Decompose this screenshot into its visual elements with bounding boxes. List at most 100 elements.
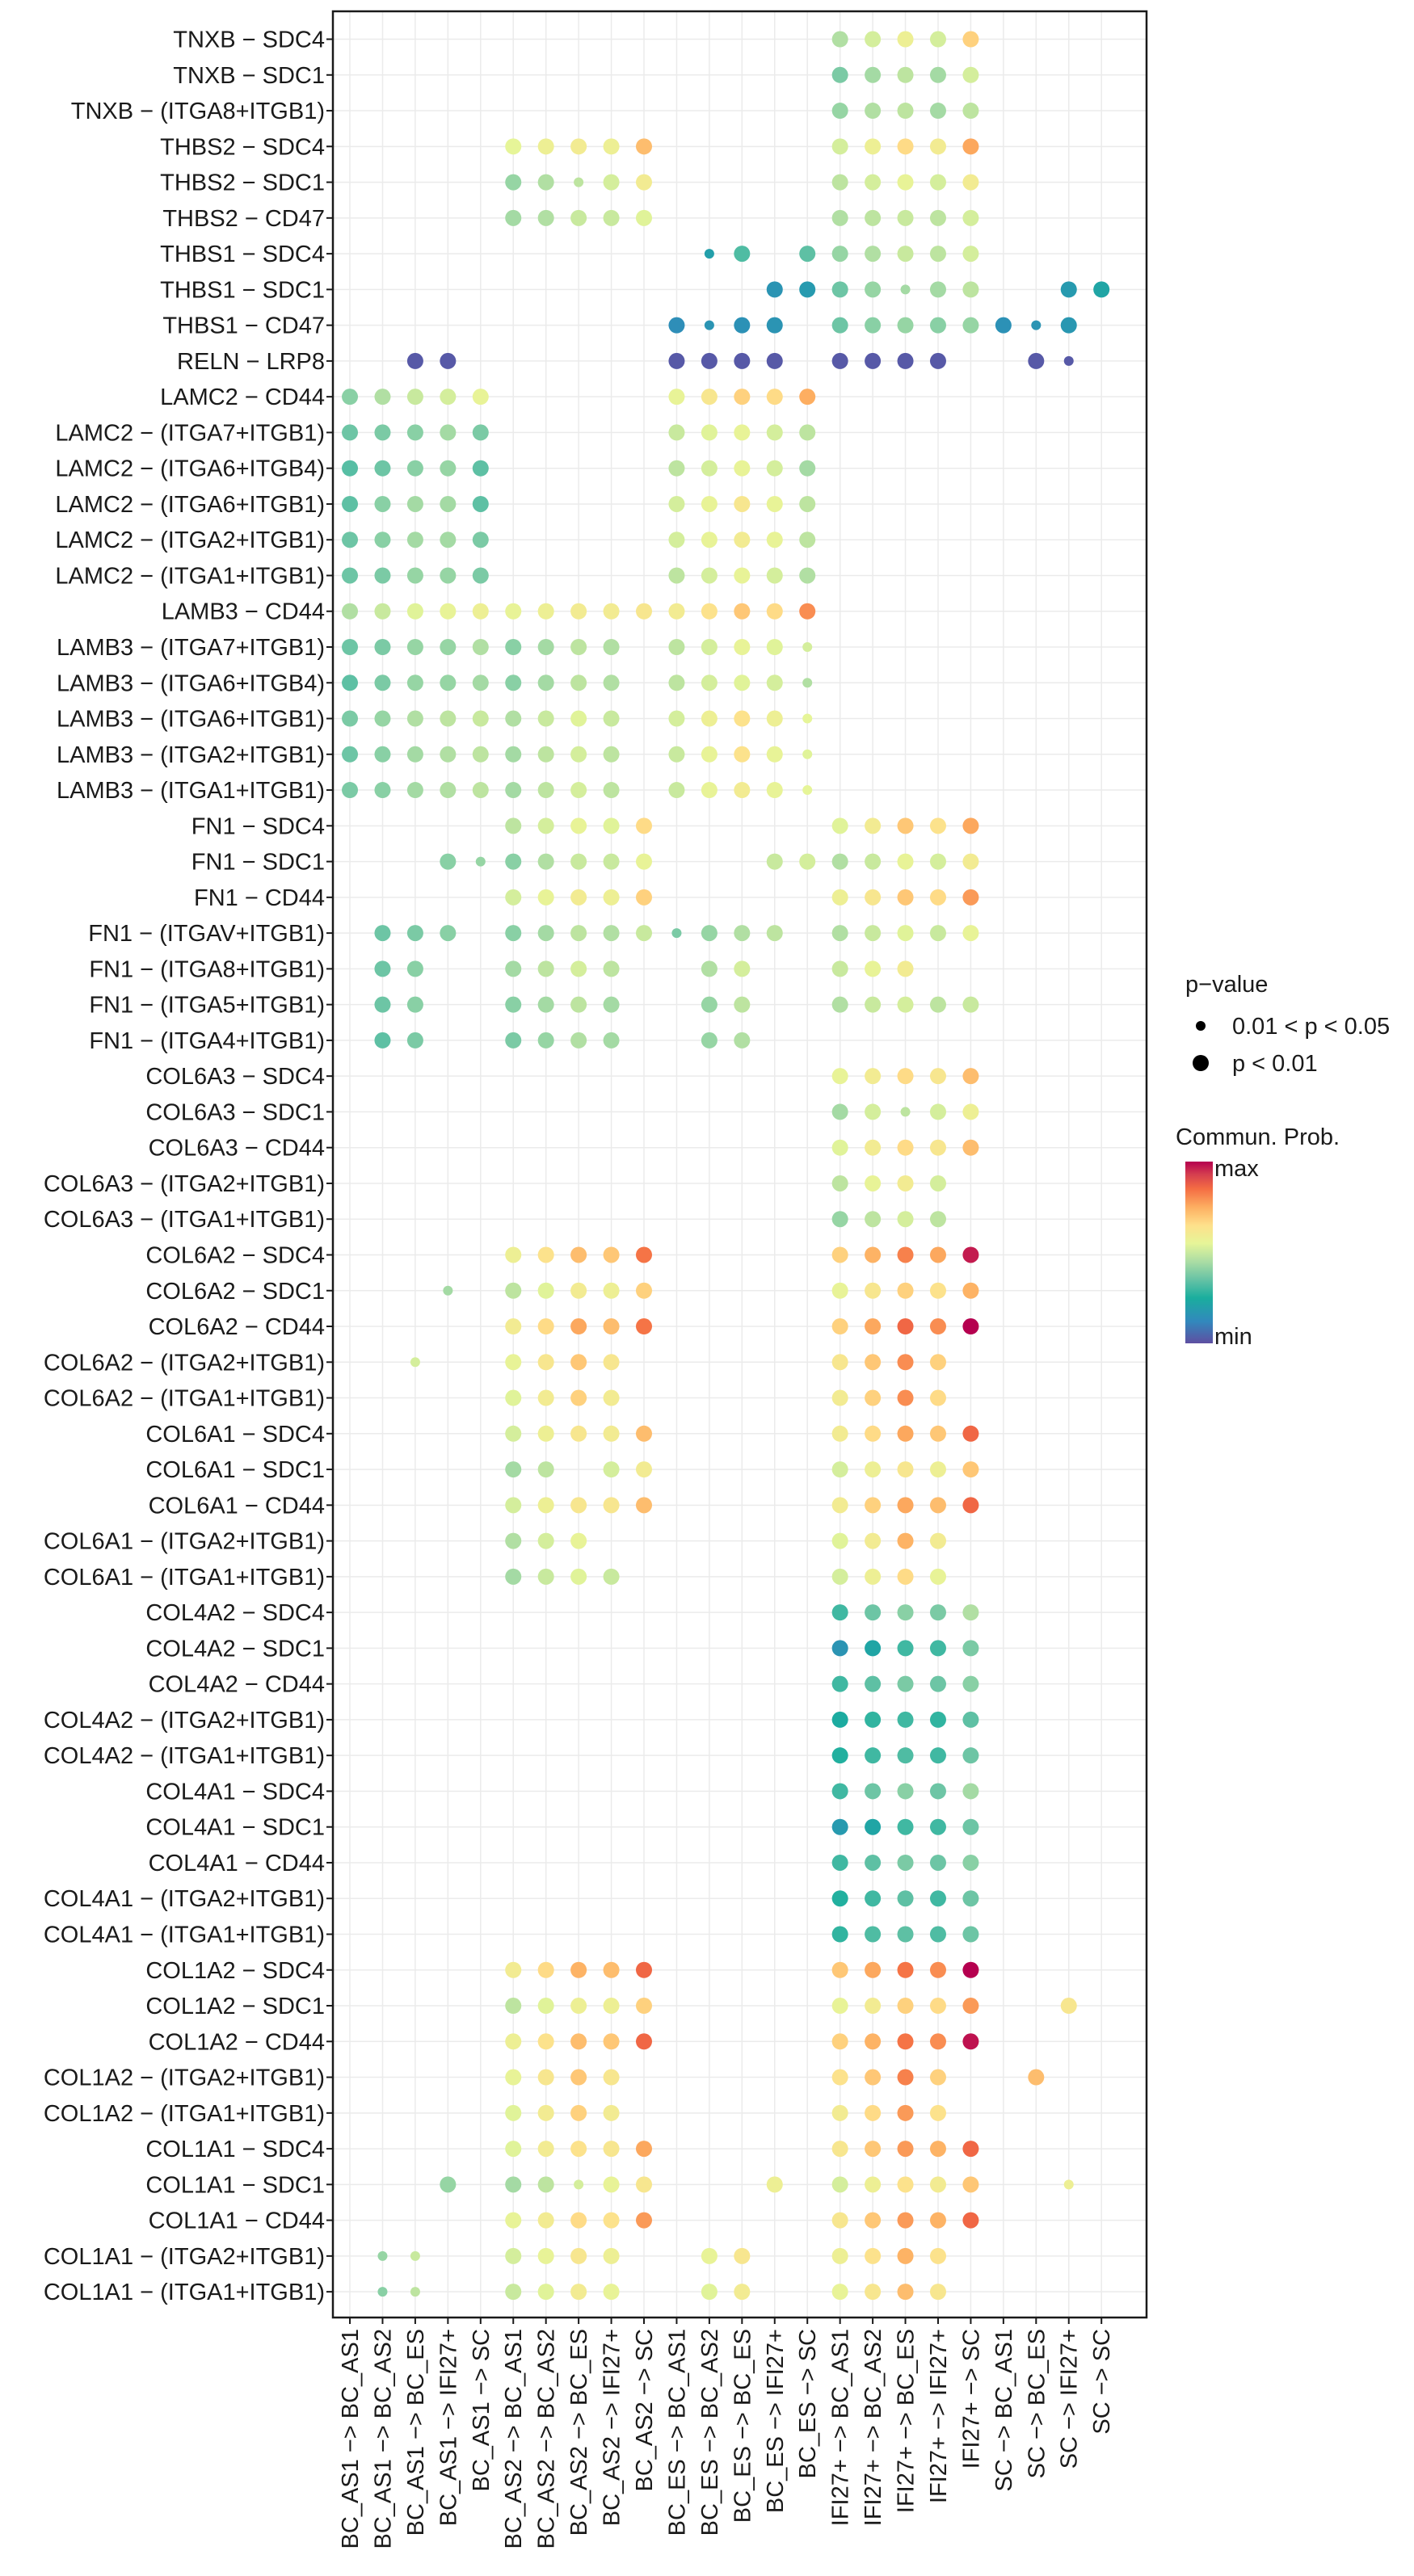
dot-47-15 bbox=[831, 1711, 848, 1728]
dot-19-14 bbox=[802, 713, 813, 724]
commun-prob-legend-max: max bbox=[1214, 1156, 1259, 1182]
dot-58-18 bbox=[929, 2104, 946, 2121]
dot-55-9 bbox=[636, 1998, 653, 2015]
dot-24-5 bbox=[505, 889, 522, 906]
dot-16-13 bbox=[766, 603, 783, 620]
dot-18-2 bbox=[406, 674, 423, 691]
dot-56-9 bbox=[636, 2033, 653, 2050]
dot-36-8 bbox=[603, 1318, 620, 1335]
dot-52-18 bbox=[929, 1890, 946, 1907]
dot-17-7 bbox=[570, 639, 587, 656]
dot-57-16 bbox=[865, 2069, 882, 2086]
dot-41-17 bbox=[897, 1497, 914, 1514]
dot-49-18 bbox=[929, 1783, 946, 1800]
dot-7-16 bbox=[865, 281, 882, 298]
dot-63-12 bbox=[734, 2284, 751, 2301]
dot-17-6 bbox=[537, 639, 554, 656]
dot-17-11 bbox=[701, 639, 718, 656]
dot-55-22 bbox=[1060, 1998, 1077, 2015]
y-tick-label: COL6A3 − CD44 bbox=[149, 1136, 325, 1162]
y-tick-label: LAMB3 − (ITGA7+ITGB1) bbox=[57, 635, 325, 661]
dot-60-17 bbox=[897, 2176, 914, 2193]
dot-2-15 bbox=[831, 103, 848, 120]
dot-54-18 bbox=[929, 1961, 946, 1978]
dot-63-16 bbox=[865, 2284, 882, 2301]
dot-51-15 bbox=[831, 1854, 848, 1871]
dot-33-15 bbox=[831, 1211, 848, 1228]
dot-19-8 bbox=[603, 710, 620, 727]
dot-35-17 bbox=[897, 1282, 914, 1299]
dot-54-16 bbox=[865, 1961, 882, 1978]
y-tick-label: FN1 − SDC1 bbox=[191, 850, 325, 876]
y-tick-label: LAMC2 − (ITGA6+ITGB1) bbox=[55, 492, 325, 518]
dot-38-6 bbox=[537, 1389, 554, 1406]
dot-19-10 bbox=[668, 710, 685, 727]
dot-38-15 bbox=[831, 1389, 848, 1406]
dot-18-4 bbox=[472, 674, 489, 691]
dot-23-9 bbox=[636, 853, 653, 870]
dot-23-6 bbox=[537, 853, 554, 870]
dot-32-15 bbox=[831, 1175, 848, 1191]
dot-62-7 bbox=[570, 2247, 587, 2264]
dot-35-7 bbox=[570, 1282, 587, 1299]
dot-12-13 bbox=[766, 460, 783, 477]
dot-18-1 bbox=[374, 674, 391, 691]
dot-18-3 bbox=[440, 674, 457, 691]
dot-5-19 bbox=[962, 209, 979, 226]
dot-20-14 bbox=[802, 749, 813, 759]
dot-9-17 bbox=[897, 352, 914, 369]
dot-61-19 bbox=[962, 2212, 979, 2229]
dot-2-17 bbox=[897, 103, 914, 120]
dot-10-1 bbox=[374, 389, 391, 406]
dot-3-9 bbox=[636, 138, 653, 155]
dot-15-11 bbox=[701, 567, 718, 584]
dot-25-19 bbox=[962, 925, 979, 942]
y-tick-label: FN1 − SDC4 bbox=[191, 813, 325, 839]
dot-60-22 bbox=[1063, 2179, 1074, 2190]
dot-17-12 bbox=[734, 639, 751, 656]
y-tick-label: COL1A1 − SDC4 bbox=[145, 2137, 325, 2162]
dot-11-1 bbox=[374, 424, 391, 441]
x-tick-label: BC_AS1 −> BC_AS1 bbox=[338, 2329, 364, 2549]
dot-60-19 bbox=[962, 2176, 979, 2193]
dot-31-15 bbox=[831, 1139, 848, 1156]
dot-8-17 bbox=[897, 317, 914, 334]
dot-10-0 bbox=[342, 389, 359, 406]
y-tick-label: COL1A2 − (ITGA2+ITGB1) bbox=[44, 2065, 325, 2091]
dot-12-10 bbox=[668, 460, 685, 477]
commun-prob-legend-title: Commun. Prob. bbox=[1176, 1124, 1340, 1150]
dot-11-11 bbox=[701, 424, 718, 441]
dot-25-17 bbox=[897, 925, 914, 942]
dot-29-15 bbox=[831, 1068, 848, 1085]
dot-12-1 bbox=[374, 460, 391, 477]
dot-38-8 bbox=[603, 1389, 620, 1406]
dot-53-16 bbox=[865, 1926, 882, 1943]
dot-28-8 bbox=[603, 1032, 620, 1048]
dot-25-7 bbox=[570, 925, 587, 942]
dot-20-13 bbox=[766, 746, 783, 763]
dot-53-18 bbox=[929, 1926, 946, 1943]
dot-8-10 bbox=[668, 317, 685, 334]
dot-52-19 bbox=[962, 1890, 979, 1907]
dot-62-16 bbox=[865, 2247, 882, 2264]
dot-16-11 bbox=[701, 603, 718, 620]
dot-44-19 bbox=[962, 1604, 979, 1621]
dot-22-5 bbox=[505, 817, 522, 834]
dot-23-17 bbox=[897, 853, 914, 870]
dot-39-16 bbox=[865, 1425, 882, 1442]
dot-25-1 bbox=[374, 925, 391, 942]
dot-62-8 bbox=[603, 2247, 620, 2264]
dot-26-16 bbox=[865, 960, 882, 977]
dot-51-19 bbox=[962, 1854, 979, 1871]
dot-54-19 bbox=[962, 1961, 979, 1978]
dot-26-5 bbox=[505, 960, 522, 977]
dot-11-14 bbox=[799, 424, 816, 441]
dot-41-19 bbox=[962, 1497, 979, 1514]
dot-11-13 bbox=[766, 424, 783, 441]
dot-48-18 bbox=[929, 1747, 946, 1764]
dot-33-17 bbox=[897, 1211, 914, 1228]
dot-62-6 bbox=[537, 2247, 554, 2264]
dot-62-5 bbox=[505, 2247, 522, 2264]
dot-62-1 bbox=[377, 2250, 388, 2261]
x-tick-label: IFI27+ −> BC_ES bbox=[894, 2329, 920, 2513]
